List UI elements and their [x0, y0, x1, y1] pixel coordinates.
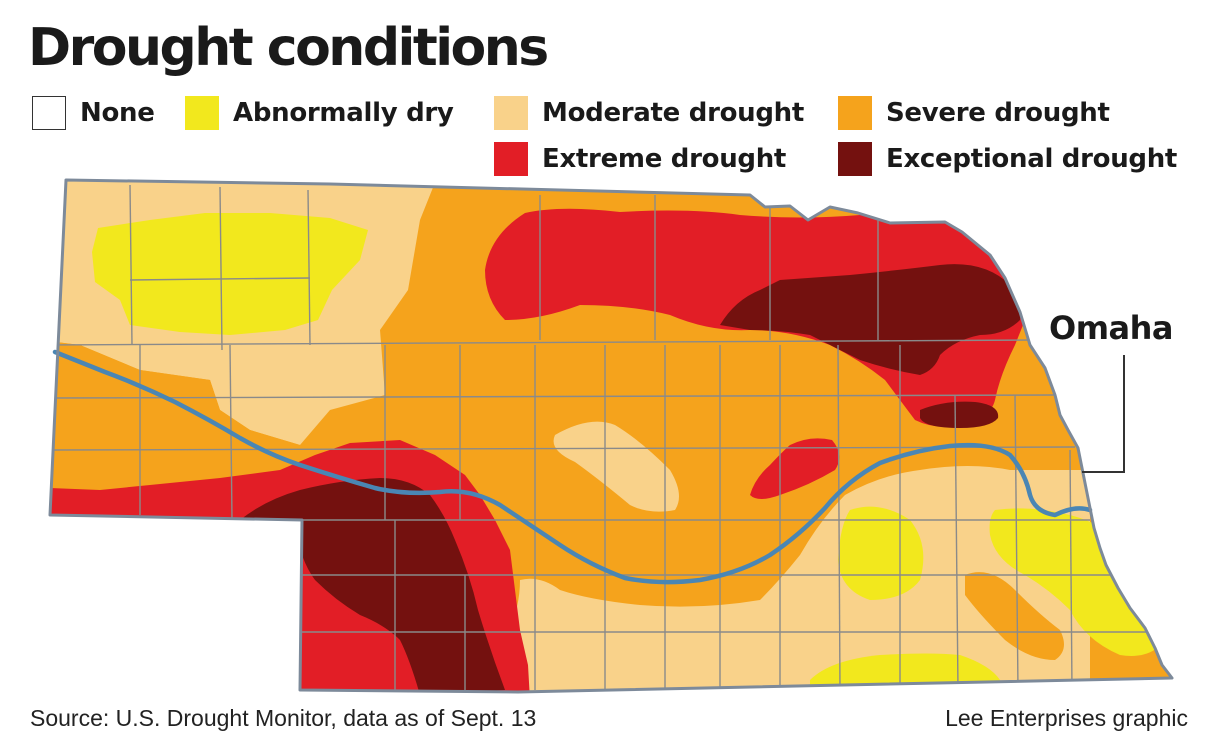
credit-note: Lee Enterprises graphic — [945, 705, 1188, 731]
zone-extreme-central-spot — [750, 438, 840, 499]
county-line — [307, 189, 311, 346]
legend-swatch-moderate-drought — [494, 96, 528, 130]
state-border — [48, 178, 1174, 694]
county-line — [1014, 394, 1019, 691]
legend-swatch-extreme-drought — [494, 142, 528, 176]
omaha-leader-line — [1082, 355, 1125, 473]
zone-moderate-central — [553, 421, 679, 512]
zone-severe-southeast-patch — [965, 572, 1064, 660]
county-line — [129, 277, 311, 281]
county-line — [50, 446, 1076, 451]
legend-swatch-none — [32, 96, 66, 130]
legend-item-severe-drought: Severe drought — [838, 95, 1110, 131]
zone-severe-west-wedge — [50, 340, 300, 490]
zone-abnormally-dry-northwest — [92, 213, 368, 335]
zone-exceptional-north-small — [920, 401, 999, 428]
legend-item-abnormally-dry: Abnormally dry — [185, 95, 454, 131]
legend-swatch-abnormally-dry — [185, 96, 219, 130]
county-line — [50, 339, 1041, 346]
county-line — [129, 184, 133, 346]
legend-item-moderate-drought: Moderate drought — [494, 95, 804, 131]
legend-label: Exceptional drought — [886, 144, 1178, 174]
zone-moderate-pocket-south — [533, 608, 594, 646]
county-lines — [50, 184, 1150, 691]
zone-exceptional-southwest — [240, 478, 505, 692]
zone-abnormally-dry-southeast — [838, 506, 924, 600]
county-line — [50, 394, 1056, 399]
zone-exceptional-north — [720, 264, 1021, 375]
legend-item-none: None — [32, 95, 155, 131]
legend-swatch-exceptional-drought — [838, 142, 872, 176]
city-label-omaha: Omaha — [1049, 309, 1174, 347]
legend-label: Severe drought — [886, 98, 1110, 128]
legend-label: Abnormally dry — [233, 98, 454, 128]
source-note: Source: U.S. Drought Monitor, data as of… — [30, 705, 537, 731]
legend-label: Moderate drought — [542, 98, 805, 128]
legend-swatch-severe-drought — [838, 96, 872, 130]
legend-label: None — [80, 98, 155, 128]
map-title: Drought conditions — [28, 18, 549, 78]
county-line — [219, 186, 223, 351]
legend-label: Extreme drought — [542, 144, 787, 174]
legend-item-exceptional-drought: Exceptional drought — [838, 141, 1177, 177]
drought-zones — [50, 180, 1172, 692]
legend-item-extreme-drought: Extreme drought — [494, 141, 786, 177]
zone-moderate-south — [500, 466, 1090, 692]
platte-river — [52, 349, 1093, 585]
county-line — [1069, 449, 1073, 691]
